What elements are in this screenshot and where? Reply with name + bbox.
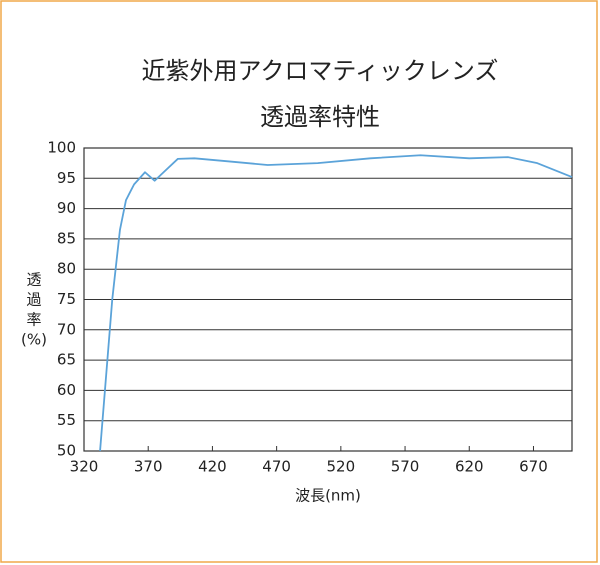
y-axis-label: 過 (26, 291, 41, 309)
chart-title: 近紫外用アクロマティックレンズ (142, 57, 499, 85)
y-axis-label: 透 (26, 271, 41, 289)
y-tick-label: 90 (57, 199, 76, 217)
x-tick-label: 520 (327, 458, 356, 476)
chart-title: 透過率特性 (260, 103, 380, 131)
x-tick-label: 570 (391, 458, 420, 476)
x-tick-label: 670 (519, 458, 548, 476)
x-axis-label: 波長(nm) (295, 487, 361, 505)
y-tick-label: 60 (57, 381, 76, 399)
x-tick-label: 470 (262, 458, 291, 476)
y-tick-label: 80 (57, 260, 76, 278)
plot-border (83, 147, 573, 452)
y-tick-label: 100 (47, 139, 76, 157)
y-tick-label: 65 (57, 351, 76, 369)
y-tick-label: 70 (57, 320, 76, 338)
x-tick-label: 420 (198, 458, 227, 476)
x-tick-label: 320 (70, 458, 99, 476)
y-axis-label: 率 (26, 311, 41, 329)
y-tick-label: 50 (57, 442, 76, 460)
x-tick-label: 370 (134, 458, 163, 476)
y-tick-label: 75 (57, 290, 76, 308)
y-tick-label: 55 (57, 411, 76, 429)
x-tick-label: 620 (455, 458, 484, 476)
y-axis-label: (%) (21, 331, 47, 349)
y-tick-label: 95 (57, 169, 76, 187)
y-tick-label: 85 (57, 229, 76, 247)
data-line (99, 154, 573, 452)
